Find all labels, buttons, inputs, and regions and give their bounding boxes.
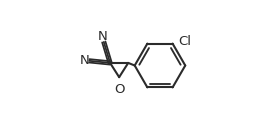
Text: Cl: Cl <box>178 35 191 48</box>
Text: N: N <box>79 54 89 67</box>
Text: N: N <box>97 31 107 43</box>
Text: O: O <box>114 83 124 96</box>
